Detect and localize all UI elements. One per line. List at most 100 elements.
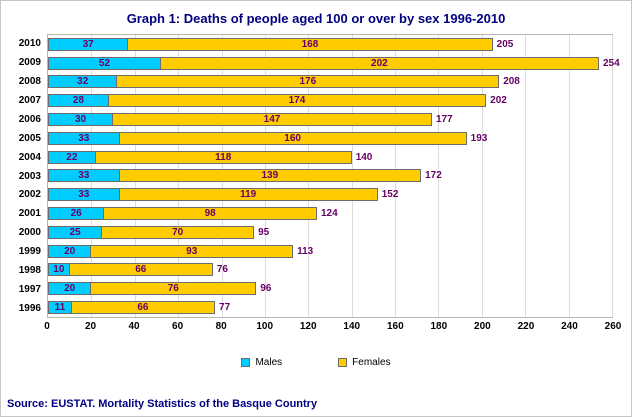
bar-row: 26 98 124: [48, 204, 612, 223]
x-tick-label: 180: [430, 321, 448, 332]
bar-row: 20 93 113: [48, 242, 612, 261]
x-tick-label: 160: [386, 321, 404, 332]
legend-swatch: [338, 358, 348, 367]
bar-total-label: 124: [320, 208, 338, 220]
y-axis-label: 1998: [18, 265, 41, 277]
female-bar-segment: 98: [104, 207, 317, 221]
bar-row: 22 118 140: [48, 148, 612, 167]
x-tick-label: 60: [172, 321, 184, 332]
legend-label: Females: [352, 357, 391, 368]
source-text: Source: EUSTAT. Mortality Statistics of …: [7, 398, 318, 410]
male-bar-segment: 25: [48, 225, 103, 239]
male-value-label: 22: [66, 151, 78, 163]
bar-row: 30 147 177: [48, 110, 612, 129]
male-value-label: 33: [78, 189, 90, 201]
chart-title: Graph 1: Deaths of people aged 100 or ov…: [126, 11, 506, 26]
female-value-label: 93: [186, 245, 198, 257]
female-bar-segment: 118: [95, 150, 352, 164]
male-value-label: 28: [72, 95, 84, 107]
bar-row: 11 66 77: [48, 298, 612, 317]
x-tick-label: 40: [128, 321, 140, 332]
x-tick-label: 80: [215, 321, 227, 332]
y-axis-label: 2010: [18, 37, 41, 49]
female-value-label: 147: [263, 114, 281, 126]
bar-row: 33 160 193: [48, 129, 612, 148]
male-value-label: 30: [74, 114, 87, 126]
x-tick-label: 20: [84, 321, 97, 332]
female-bar-segment: 139: [119, 169, 422, 183]
female-value-label: 66: [137, 302, 149, 314]
plot-wrap: 37 168 205 52 202 254 32 176 208 28 174 202 30 147 177…: [47, 34, 620, 318]
gridline: [568, 35, 570, 317]
gridline: [481, 35, 483, 317]
y-axis-label: 2003: [18, 170, 41, 182]
legend: Males Females: [1, 357, 631, 368]
legend-item: Females: [338, 357, 391, 368]
male-bar-segment: 30: [48, 113, 114, 127]
female-bar-segment: 66: [69, 263, 213, 277]
male-bar-segment: 26: [48, 207, 105, 221]
male-value-label: 37: [82, 38, 94, 50]
female-bar-segment: 93: [91, 244, 294, 258]
x-axis: 0 20 40 60 80 100 120 140 160 180 200 220 240 260: [44, 321, 621, 335]
bar-total-label: 140: [355, 151, 373, 163]
x-tick-label: 120: [299, 321, 317, 332]
bar-row: 33 139 172: [48, 167, 612, 186]
y-axis: 2010 2009 2008 2007 2006 2005 2004 2003 2002 2001…: [7, 34, 47, 318]
female-bar-segment: 66: [71, 301, 216, 315]
male-bar-segment: 33: [48, 169, 120, 183]
female-bar-segment: 176: [117, 75, 500, 89]
legend-item: Males: [241, 357, 282, 368]
female-value-label: 118: [215, 151, 232, 163]
female-bar-segment: 119: [119, 188, 378, 202]
female-value-label: 119: [240, 189, 257, 201]
bar-total-label: 193: [470, 132, 488, 144]
male-value-label: 52: [98, 57, 110, 69]
y-axis-label: 2000: [18, 227, 41, 239]
female-value-label: 202: [371, 57, 388, 69]
male-value-label: 20: [64, 245, 76, 257]
bar-row: 33 119 152: [48, 185, 612, 204]
female-bar-segment: 160: [119, 131, 467, 145]
x-tick-label: 0: [44, 321, 50, 332]
bar-row: 32 176 208: [48, 73, 612, 92]
male-value-label: 33: [78, 170, 90, 182]
y-axis-label: 2006: [18, 113, 41, 125]
bar-row: 10 66 76: [48, 261, 612, 280]
bar-row: 52 202 254: [48, 54, 620, 73]
male-value-label: 20: [64, 283, 76, 295]
bar-total-label: 177: [435, 114, 453, 126]
bar-row: 28 174 202: [48, 91, 612, 110]
male-bar-segment: 33: [48, 188, 120, 202]
x-tick-label: 140: [343, 321, 361, 332]
male-value-label: 25: [69, 226, 81, 238]
female-bar-segment: 202: [160, 56, 599, 70]
female-value-label: 176: [299, 76, 317, 88]
male-bar-segment: 11: [48, 301, 72, 315]
bar-row: 20 76 96: [48, 279, 612, 298]
female-value-label: 66: [135, 264, 147, 276]
male-value-label: 32: [77, 76, 89, 88]
legend-label: Males: [255, 357, 283, 368]
male-value-label: 26: [70, 208, 82, 220]
y-axis-label: 2004: [18, 151, 41, 163]
y-axis-label: 2009: [18, 56, 41, 68]
female-value-label: 174: [288, 95, 306, 107]
male-bar-segment: 10: [48, 263, 70, 277]
y-axis-label: 2002: [18, 189, 41, 201]
bar-total-label: 205: [496, 38, 514, 50]
x-tick-label: 200: [474, 321, 491, 332]
gridline: [525, 35, 527, 317]
bar-total-label: 76: [216, 264, 228, 276]
female-value-label: 168: [301, 38, 319, 50]
male-bar-segment: 28: [48, 94, 109, 108]
male-bar-segment: 33: [48, 131, 120, 145]
bar-total-label: 208: [503, 76, 520, 88]
female-bar-segment: 70: [102, 225, 255, 239]
x-tick-label: 240: [561, 321, 578, 332]
bar-total-label: 202: [490, 95, 507, 107]
x-tick-label: 220: [517, 321, 535, 332]
x-tick-label: 260: [604, 321, 622, 332]
y-axis-label: 2001: [18, 208, 41, 220]
